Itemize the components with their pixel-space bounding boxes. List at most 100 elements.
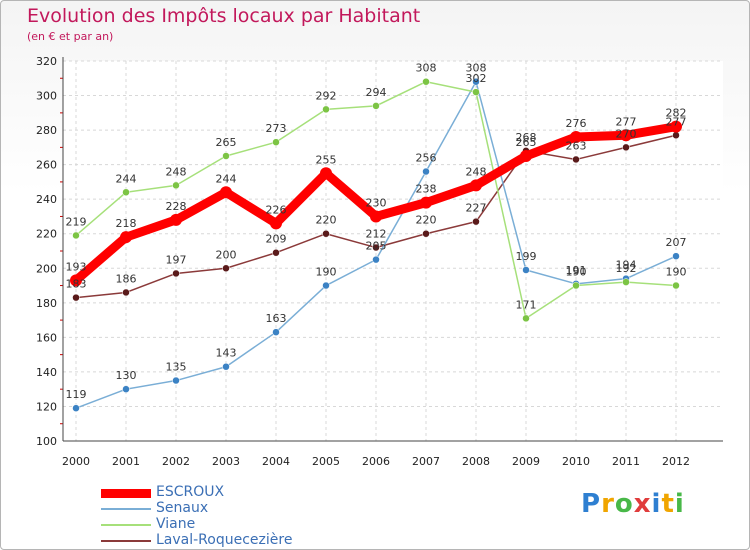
data-point-0-0	[70, 274, 82, 287]
data-point-1-4	[272, 328, 280, 336]
y-tick-label-140: 140	[36, 366, 57, 379]
data-point-1-9	[522, 266, 530, 274]
data-point-3-0	[72, 293, 80, 302]
data-point-0-4	[270, 217, 282, 230]
data-label-0-11: 277	[616, 115, 637, 128]
data-point-1-8	[472, 77, 480, 86]
x-tick-label-2012: 2012	[662, 455, 690, 468]
logo-letter-6: i	[674, 489, 685, 519]
data-label-0-10: 276	[566, 117, 587, 130]
data-label-2-0: 219	[66, 215, 87, 228]
data-point-2-9	[522, 314, 530, 323]
y-tick-label-260: 260	[36, 159, 57, 172]
data-point-2-3	[222, 152, 230, 160]
data-label-3-8: 227	[466, 202, 487, 215]
data-point-1-2	[172, 376, 180, 385]
data-point-3-8	[472, 217, 480, 226]
data-point-1-3	[222, 362, 230, 371]
y-tick-label-220: 220	[36, 228, 57, 241]
data-label-0-0: 193	[66, 260, 87, 273]
data-label-3-1: 186	[116, 272, 137, 285]
x-tick-label-2001: 2001	[112, 455, 140, 468]
y-tick-label-200: 200	[36, 262, 57, 275]
legend-item-escroux: ESCROUX	[101, 484, 401, 501]
data-point-0-6	[370, 210, 382, 223]
data-label-1-6: 205	[366, 240, 387, 253]
data-label-1-2: 135	[166, 361, 187, 374]
data-label-2-11: 192	[616, 262, 637, 275]
data-label-1-9: 199	[516, 250, 537, 263]
data-label-3-9: 268	[516, 131, 537, 144]
logo-letter-2: o	[614, 489, 634, 519]
data-label-1-3: 143	[216, 347, 237, 360]
data-point-1-12	[672, 252, 680, 260]
data-label-3-5: 220	[316, 214, 337, 227]
data-label-3-0: 183	[66, 278, 87, 291]
data-label-2-7: 308	[416, 62, 437, 75]
data-label-0-5: 255	[316, 153, 337, 166]
data-label-2-2: 248	[166, 165, 187, 178]
legend-label-laval: Laval-Roquecezière	[156, 532, 293, 548]
data-label-2-3: 265	[216, 136, 237, 149]
chart-subtitle: (en € et par an)	[27, 30, 114, 43]
data-label-1-4: 163	[266, 312, 287, 325]
x-tick-label-2000: 2000	[62, 455, 90, 468]
data-label-2-12: 190	[666, 266, 687, 279]
data-point-2-11	[622, 278, 630, 286]
y-tick-label-300: 300	[36, 90, 57, 103]
data-label-3-6: 212	[366, 228, 387, 241]
data-point-0-8	[470, 179, 482, 192]
data-point-1-6	[372, 255, 380, 264]
data-label-1-11: 194	[616, 259, 637, 272]
x-tick-label-2009: 2009	[512, 455, 540, 468]
data-point-1-5	[322, 281, 330, 290]
data-label-2-1: 244	[116, 172, 137, 185]
logo-letter-3: x	[633, 489, 652, 519]
logo-letter-5: t	[661, 489, 675, 519]
data-label-1-5: 190	[316, 266, 337, 279]
data-label-1-12: 207	[666, 236, 687, 249]
legend-swatch-viane	[101, 524, 151, 526]
x-tick-label-2004: 2004	[262, 455, 290, 468]
logo-letter-4: i	[651, 489, 662, 519]
legend-item-viane: Viane	[101, 516, 401, 533]
data-label-3-10: 263	[566, 139, 587, 152]
data-label-0-6: 230	[366, 196, 387, 209]
data-point-2-5	[322, 105, 330, 114]
legend-label-escroux: ESCROUX	[156, 484, 225, 500]
data-point-2-8	[472, 88, 480, 96]
data-point-3-4	[272, 248, 280, 257]
data-label-1-7: 256	[416, 152, 437, 165]
x-tick-label-2006: 2006	[362, 455, 390, 468]
data-label-1-1: 130	[116, 369, 137, 382]
proxiti-logo: Proxiti	[581, 489, 685, 519]
data-point-0-10	[570, 131, 582, 143]
y-tick-label-160: 160	[36, 331, 57, 344]
data-point-1-1	[122, 385, 130, 393]
chart-title: Evolution des Impôts locaux par Habitant	[27, 5, 421, 27]
data-point-3-7	[422, 229, 430, 238]
data-label-0-4: 226	[266, 203, 287, 216]
data-point-2-10	[572, 281, 580, 290]
data-point-2-0	[72, 231, 80, 240]
logo-letter-0: P	[581, 489, 602, 519]
data-label-0-8: 248	[466, 165, 487, 178]
data-point-0-9	[520, 150, 532, 162]
x-tick-label-2010: 2010	[562, 455, 590, 468]
legend-swatch-senaux	[101, 508, 151, 510]
data-label-0-3: 244	[216, 172, 237, 185]
data-label-0-12: 282	[666, 107, 687, 120]
legend: ESCROUX Senaux Viane Laval-Roquecezière	[101, 484, 401, 549]
data-label-0-9: 265	[516, 136, 537, 149]
data-point-1-7	[422, 167, 430, 176]
data-label-3-4: 209	[266, 233, 287, 246]
data-point-2-12	[672, 281, 680, 290]
y-tick-label-320: 320	[36, 55, 57, 68]
y-tick-label-280: 280	[36, 124, 57, 137]
data-label-2-6: 294	[366, 86, 387, 99]
data-label-3-3: 200	[216, 248, 237, 261]
data-label-2-4: 273	[266, 122, 287, 135]
x-tick-label-2007: 2007	[412, 455, 440, 468]
